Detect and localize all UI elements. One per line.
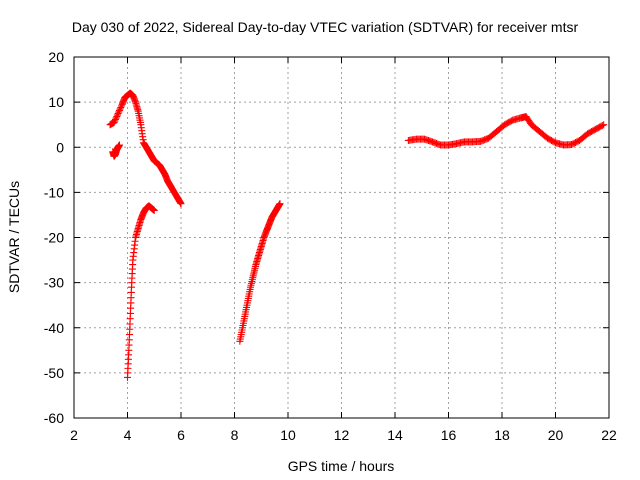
- axis-ticks: 2 4 6 8 10 12 14 16 18 20 22 20 10 0 -10 -20 -30 -40 -50 -6…: [44, 49, 617, 443]
- y-tick-label: -30: [44, 275, 64, 291]
- data-point: [113, 111, 121, 119]
- data-point: [117, 103, 125, 111]
- y-tick-label: -40: [44, 320, 64, 336]
- series-track-4: [236, 200, 284, 345]
- x-tick-label: 22: [601, 427, 617, 443]
- data-point: [112, 114, 120, 122]
- y-tick-label: 0: [56, 139, 64, 155]
- data-point: [177, 200, 185, 208]
- data-point: [111, 117, 119, 125]
- y-tick-label: 10: [48, 94, 64, 110]
- y-axis-label: SDTVAR / TECUs: [6, 181, 22, 293]
- data-point: [115, 106, 123, 114]
- data-point: [598, 121, 606, 129]
- data-point: [111, 115, 119, 123]
- x-tick-label: 16: [441, 427, 457, 443]
- x-tick-label: 6: [177, 427, 185, 443]
- data-point: [115, 108, 123, 116]
- x-axis-label: GPS time / hours: [288, 458, 395, 474]
- y-tick-label: 20: [48, 49, 64, 65]
- x-tick-label: 10: [280, 427, 296, 443]
- x-tick-label: 2: [70, 427, 78, 443]
- grid: [74, 57, 609, 418]
- data-point: [110, 118, 118, 126]
- series-track-5: [404, 113, 608, 149]
- y-tick-label: -20: [44, 230, 64, 246]
- x-tick-label: 20: [548, 427, 564, 443]
- data-marks: [106, 89, 608, 381]
- x-tick-label: 8: [231, 427, 239, 443]
- y-tick-label: -60: [44, 410, 64, 426]
- series-track-3: [124, 202, 158, 381]
- series-track-2: [109, 141, 123, 160]
- data-point: [116, 105, 124, 113]
- y-tick-label: -50: [44, 365, 64, 381]
- data-point: [115, 141, 123, 149]
- y-tick-label: -10: [44, 184, 64, 200]
- chart-title: Day 030 of 2022, Sidereal Day-to-day VTE…: [72, 19, 579, 35]
- data-point: [114, 109, 122, 117]
- data-point: [113, 112, 121, 120]
- data-point: [600, 121, 608, 129]
- data-point: [150, 206, 158, 214]
- x-tick-label: 12: [334, 427, 350, 443]
- data-point: [276, 200, 284, 208]
- x-tick-label: 18: [494, 427, 510, 443]
- x-tick-label: 14: [387, 427, 403, 443]
- series-track-1: [106, 89, 185, 208]
- x-tick-label: 4: [124, 427, 132, 443]
